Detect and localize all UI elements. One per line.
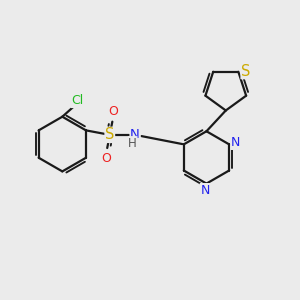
Text: S: S <box>241 64 250 79</box>
Text: S: S <box>105 127 115 142</box>
Text: O: O <box>101 152 111 165</box>
Text: H: H <box>128 137 137 150</box>
Text: O: O <box>108 105 118 118</box>
Text: N: N <box>200 184 210 196</box>
Text: N: N <box>231 136 240 149</box>
Text: N: N <box>130 128 140 141</box>
Text: Cl: Cl <box>71 94 83 107</box>
